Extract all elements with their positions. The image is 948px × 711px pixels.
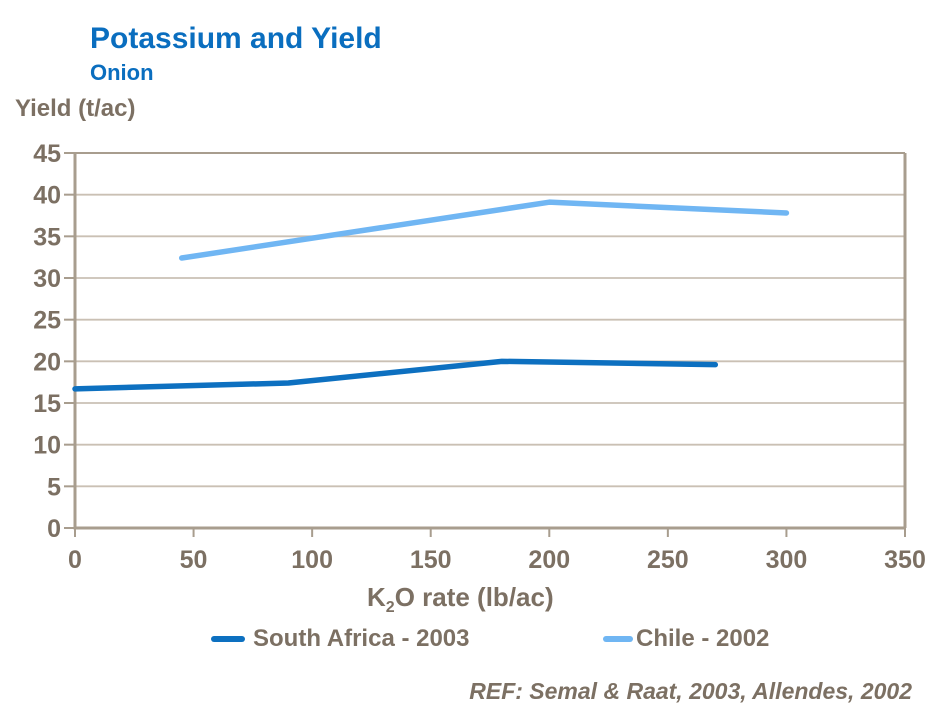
chart-title: Potassium and Yield bbox=[90, 22, 382, 55]
y-tick-label: 25 bbox=[33, 307, 61, 335]
x-tick-label: 50 bbox=[180, 546, 208, 574]
x-tick-label: 350 bbox=[884, 546, 926, 574]
y-axis-title: Yield (t/ac) bbox=[15, 95, 136, 122]
x-tick-label: 300 bbox=[766, 546, 808, 574]
y-tick-label: 45 bbox=[33, 140, 61, 168]
x-axis-title-subscript: 2 bbox=[385, 599, 395, 617]
x-axis-title-rest: O rate (lb/ac) bbox=[394, 582, 554, 612]
x-tick-label: 150 bbox=[410, 546, 452, 574]
x-tick-label: 100 bbox=[291, 546, 333, 574]
x-tick-label: 0 bbox=[68, 546, 82, 574]
x-tick-label: 250 bbox=[647, 546, 689, 574]
series-line-south-africa-2003 bbox=[72, 358, 719, 392]
legend-label: Chile - 2002 bbox=[636, 625, 770, 652]
chart-subtitle: Onion bbox=[90, 60, 154, 85]
y-tick-label: 20 bbox=[33, 348, 61, 376]
y-tick-label: 40 bbox=[33, 182, 61, 210]
series-line-chile-2002 bbox=[178, 199, 790, 261]
y-tick-label: 0 bbox=[47, 515, 61, 543]
x-axis-title-main: K bbox=[367, 582, 386, 612]
legend-label: South Africa - 2003 bbox=[253, 625, 470, 652]
legend-swatch-light-blue-line-icon bbox=[603, 636, 633, 642]
x-tick-label: 200 bbox=[528, 546, 570, 574]
y-tick-label: 35 bbox=[33, 223, 61, 251]
y-tick-label: 10 bbox=[33, 432, 61, 460]
legend-item-chile-2002: Chile - 2002 bbox=[603, 625, 770, 652]
y-tick-label: 30 bbox=[33, 265, 61, 293]
x-axis-title: K2O rate (lb/ac) bbox=[367, 582, 554, 616]
y-tick-label: 5 bbox=[47, 473, 61, 501]
y-tick-label: 15 bbox=[33, 390, 61, 418]
legend-swatch-dark-blue-line-icon bbox=[211, 636, 245, 642]
legend-item-south-africa-2003: South Africa - 2003 bbox=[211, 625, 470, 652]
reference-text: REF: Semal & Raat, 2003, Allendes, 2002 bbox=[469, 678, 912, 704]
